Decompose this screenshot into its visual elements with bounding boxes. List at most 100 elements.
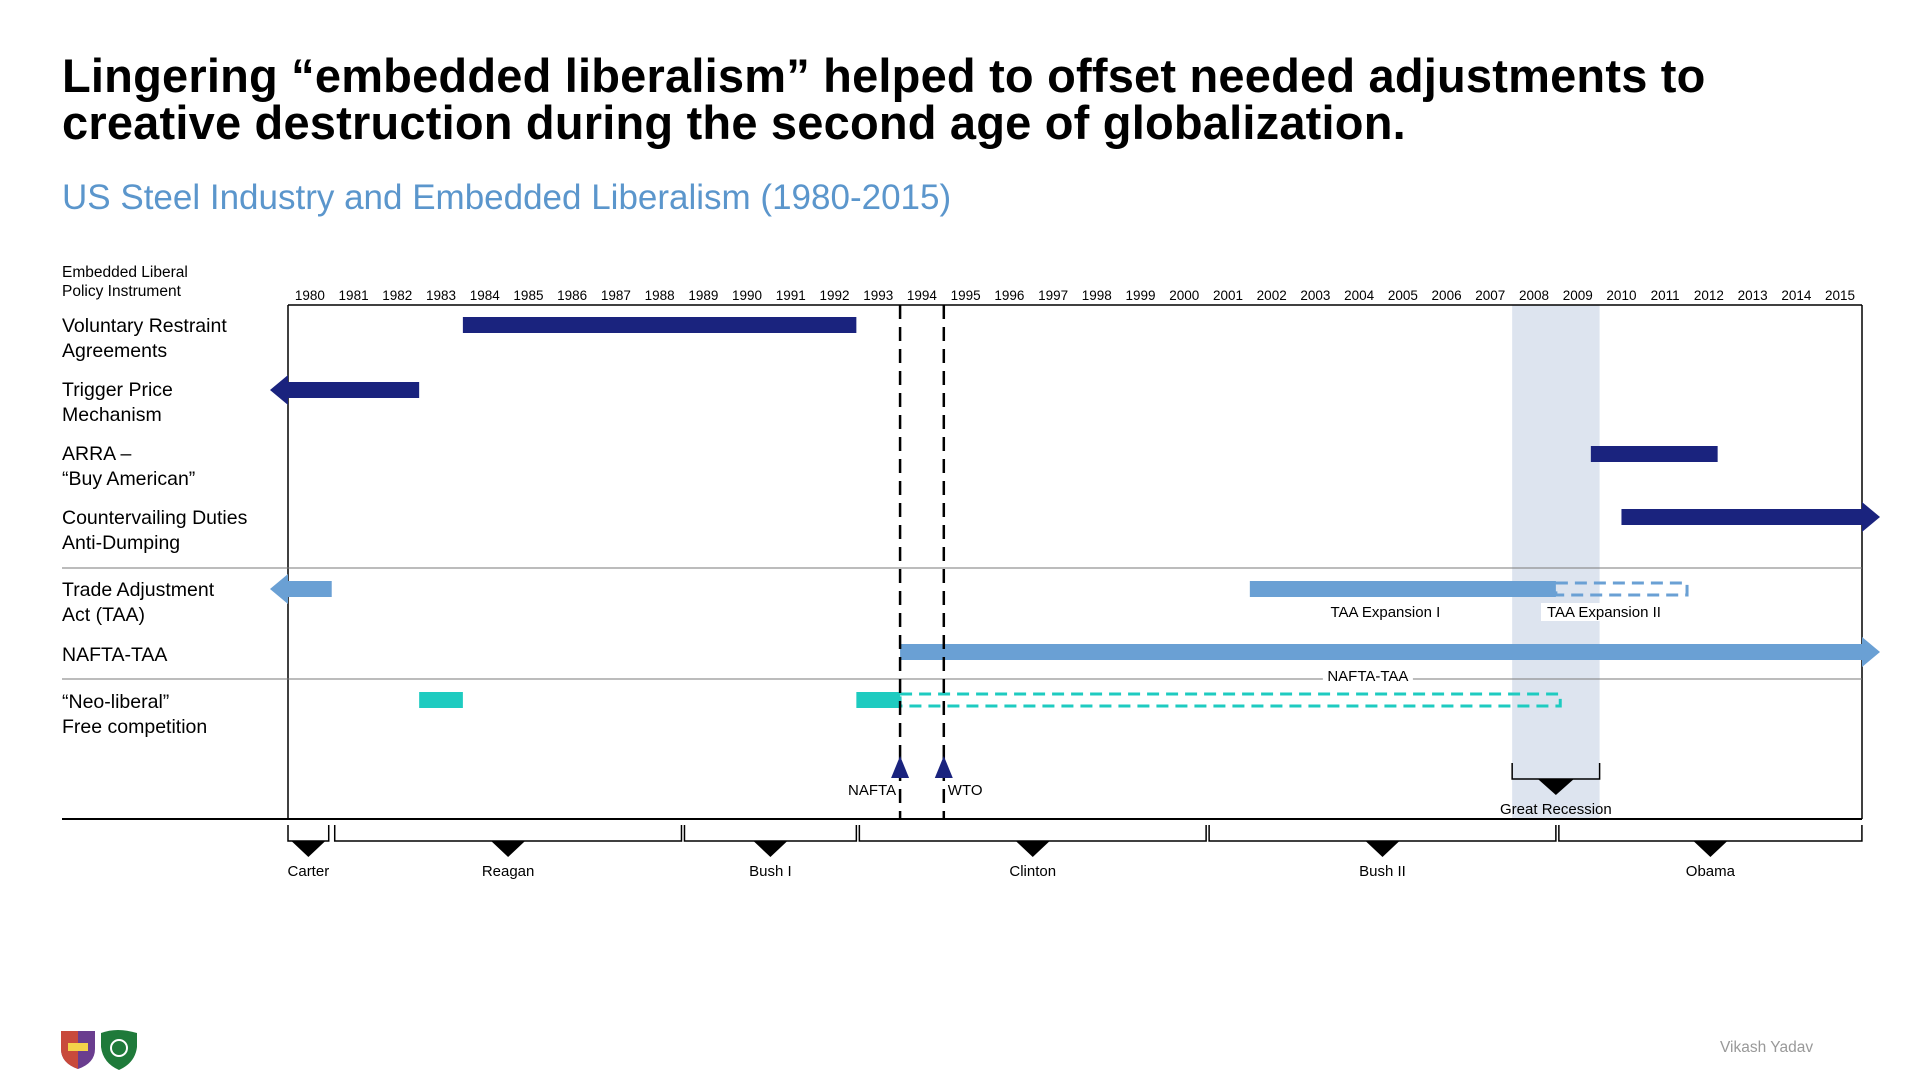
year-tick-label: 1988 — [645, 288, 675, 303]
policy-bar — [1590, 446, 1718, 462]
president-pointer-icon — [291, 841, 326, 857]
year-tick-label: 2007 — [1475, 288, 1505, 303]
recession-marker: Great Recession — [1500, 763, 1612, 818]
year-tick-label: 1982 — [382, 288, 412, 303]
row-label-line2: Agreements — [62, 339, 168, 362]
year-tick-label: 2000 — [1169, 288, 1199, 303]
president-term-bracket — [287, 825, 330, 842]
row-label-line1: ARRA – — [62, 443, 132, 465]
great-recession-band — [1512, 305, 1600, 819]
year-tick-label: 1986 — [557, 288, 587, 303]
event-marker-icon — [934, 756, 953, 778]
year-tick-label: 2015 — [1825, 288, 1855, 303]
institution-logos — [61, 1030, 137, 1070]
year-tick-label: 2012 — [1694, 288, 1724, 303]
arrow-right-icon — [1862, 502, 1880, 532]
year-tick-label: 1992 — [819, 288, 849, 303]
slide-title: Lingering “embedded liberalism” helped t… — [62, 49, 1706, 149]
row-label-line1: Countervailing Duties — [62, 507, 248, 529]
president-label: Bush I — [749, 863, 792, 880]
year-tick-label: 1984 — [470, 288, 501, 303]
president-pointer-icon — [753, 841, 788, 857]
year-tick-label: 1997 — [1038, 288, 1068, 303]
president-term-bracket — [858, 825, 1207, 842]
row-label-vra: Voluntary Restraint Agreements — [62, 314, 227, 363]
row-label-line2: “Buy American” — [62, 467, 196, 490]
year-tick-label: 1995 — [951, 288, 981, 303]
row-label-line2: Mechanism — [62, 403, 162, 426]
row-label-line2: Act (TAA) — [62, 603, 146, 626]
year-tick-label: 2004 — [1344, 288, 1375, 303]
row-label-line1: Trade Adjustment — [62, 579, 215, 601]
row-label-nafta-taa: NAFTA-TAA — [62, 643, 167, 668]
year-tick-label: 1989 — [688, 288, 718, 303]
president-label: Obama — [1686, 863, 1736, 880]
taa-expansion-2-label: TAA Expansion II — [1547, 604, 1661, 621]
year-tick-label: 2011 — [1651, 288, 1680, 303]
policy-bar — [1249, 581, 1556, 597]
dashed-policy-bar — [1554, 581, 1689, 597]
year-tick-label: 1998 — [1082, 288, 1112, 303]
year-tick-label: 2009 — [1563, 288, 1593, 303]
president-label: Reagan — [482, 863, 535, 880]
president-pointer-icon — [1693, 841, 1728, 857]
president-pointer-icon — [491, 841, 526, 857]
author-credit: Vikash Yadav — [1720, 1039, 1814, 1056]
president-pointer-icon — [1365, 841, 1400, 857]
event-markers: NAFTA WTO — [848, 305, 983, 819]
recession-pointer-icon — [1537, 779, 1574, 795]
president-term-bracket — [333, 825, 683, 842]
arrow-right-icon — [1862, 637, 1880, 667]
policy-bar — [856, 692, 901, 708]
year-tick-label: 1985 — [513, 288, 543, 303]
president-label: Clinton — [1009, 863, 1056, 880]
row-label-tpm: Trigger Price Mechanism — [62, 378, 173, 427]
column-header: Embedded Liberal Policy Instrument — [62, 263, 188, 301]
row-label-line2: Free competition — [62, 715, 208, 738]
section-dividers — [62, 567, 1862, 680]
row-label-line1: Trigger Price — [62, 379, 173, 401]
president-term-bracket — [1558, 825, 1863, 842]
president-label: Carter — [288, 863, 330, 880]
taa-expansion-2-label-bg — [1540, 603, 1667, 621]
nafta-taa-label: NAFTA-TAA — [1327, 668, 1408, 685]
row-label-taa: Trade Adjustment Act (TAA) — [62, 578, 214, 627]
president-label: Bush II — [1359, 863, 1406, 880]
event-label: NAFTA — [848, 782, 896, 799]
year-tick-label: 2008 — [1519, 288, 1549, 303]
nafta-taa-label-bg — [1322, 667, 1413, 685]
column-header-line1: Embedded Liberal — [62, 264, 188, 281]
year-tick-label: 1990 — [732, 288, 762, 303]
row-label-line1: Voluntary Restraint — [62, 315, 227, 337]
taa-expansion-1-label: TAA Expansion I — [1330, 604, 1440, 621]
policy-bar — [1621, 509, 1862, 525]
arrow-left-icon — [270, 375, 288, 405]
policy-bars — [270, 317, 1880, 708]
year-tick-label: 2013 — [1738, 288, 1768, 303]
year-tick-label: 2003 — [1300, 288, 1330, 303]
slide-subtitle: US Steel Industry and Embedded Liberalis… — [62, 178, 952, 217]
president-term-bracket — [683, 825, 858, 842]
year-tick-label: 1991 — [776, 288, 806, 303]
dashed-policy-bar — [898, 692, 1562, 708]
year-tick-label: 1994 — [907, 288, 938, 303]
policy-bar — [900, 644, 1862, 660]
policy-bar — [288, 382, 420, 398]
year-tick-label: 2001 — [1213, 288, 1243, 303]
year-tick-label: 2006 — [1432, 288, 1462, 303]
event-label: WTO — [948, 782, 983, 799]
president-term-bracket — [1208, 825, 1557, 842]
policy-bar — [288, 581, 332, 597]
row-label-neoliberal: “Neo-liberal” Free competition — [62, 690, 207, 739]
year-tick-label: 1993 — [863, 288, 893, 303]
year-tick-label: 1996 — [994, 288, 1024, 303]
policy-bar — [462, 317, 857, 333]
president-pointer-icon — [1015, 841, 1050, 857]
year-tick-label: 1980 — [295, 288, 325, 303]
row-label-line1: “Neo-liberal” — [62, 691, 170, 713]
year-tick-label: 1987 — [601, 288, 631, 303]
year-tick-label: 2002 — [1257, 288, 1287, 303]
year-axis: 1980 1981 1982 1983 1984 1985 1986 1987 1988 1989… — [295, 288, 1855, 303]
timeline-frame — [62, 304, 1863, 820]
